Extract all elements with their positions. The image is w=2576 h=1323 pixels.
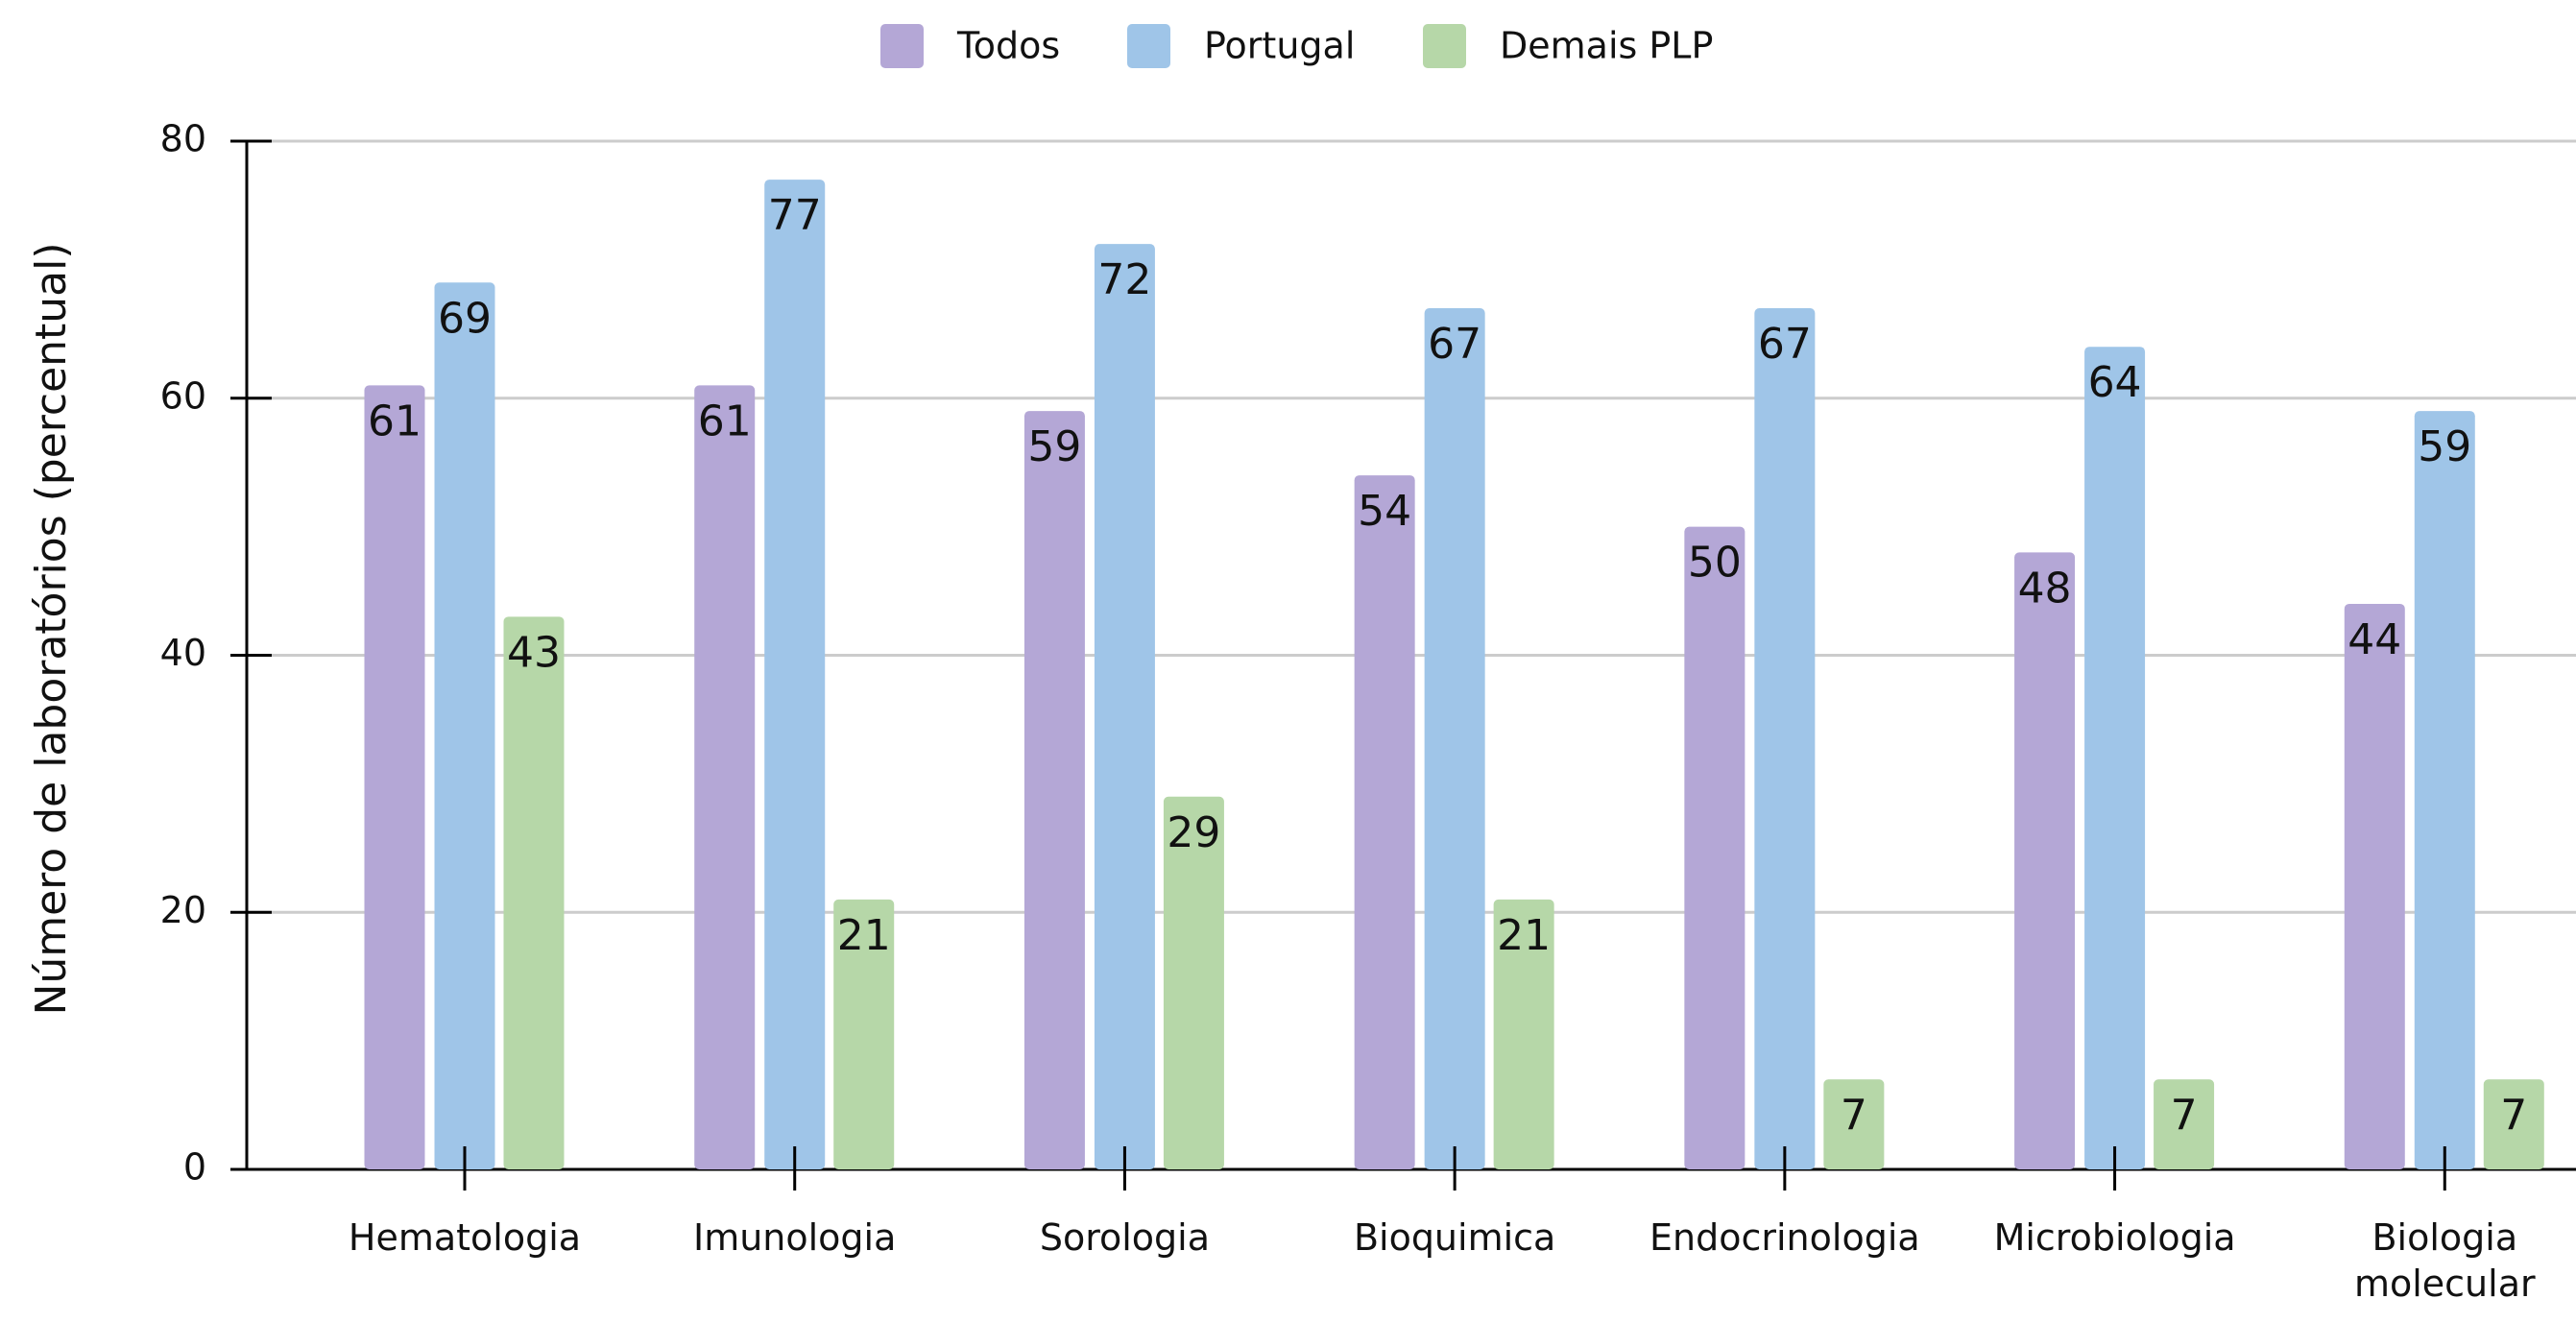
bar	[2483, 1079, 2544, 1169]
legend-swatch	[880, 24, 924, 68]
value-label: 61	[698, 397, 752, 445]
bar	[1754, 308, 1816, 1170]
value-label: 43	[507, 628, 561, 677]
legend-label: Portugal	[1204, 25, 1355, 67]
value-label: 29	[1167, 808, 1220, 857]
value-label: 7	[1841, 1091, 1867, 1140]
value-label: 54	[1358, 487, 1411, 536]
x-tick-label: Endocrinologia	[1649, 1216, 1920, 1259]
x-tick-label: Bioquimica	[1353, 1216, 1556, 1259]
value-label: 21	[1497, 911, 1551, 960]
bar	[1684, 526, 1745, 1169]
bar	[1424, 308, 1485, 1170]
legend-label: Todos	[956, 25, 1060, 67]
value-label: 77	[768, 191, 822, 240]
bar	[694, 385, 756, 1169]
legend-swatch	[1423, 24, 1466, 68]
bar	[1163, 796, 1224, 1169]
value-label: 67	[1428, 320, 1481, 369]
value-label: 67	[1758, 320, 1812, 369]
value-label: 69	[438, 294, 492, 343]
value-label: 21	[837, 911, 891, 960]
value-label: 59	[1027, 422, 1081, 471]
x-tick-label: Sorologia	[1039, 1216, 1211, 1259]
bar	[2014, 552, 2076, 1169]
y-tick-label: 0	[183, 1146, 206, 1189]
value-label: 50	[1688, 539, 1742, 588]
value-label: 48	[2018, 564, 2072, 613]
bar	[2154, 1079, 2215, 1169]
value-label: 61	[368, 397, 421, 445]
y-tick-label: 60	[160, 374, 206, 417]
x-tick-label: Imunologia	[692, 1216, 897, 1259]
bar	[1354, 475, 1415, 1169]
bar	[2084, 347, 2146, 1169]
bar	[764, 180, 826, 1170]
x-tick-label: Biologia molecular	[2353, 1216, 2536, 1305]
bar	[1094, 244, 1155, 1170]
bar	[1023, 411, 1085, 1169]
value-label: 7	[2171, 1091, 2198, 1140]
bar	[2414, 411, 2475, 1169]
bar	[434, 282, 495, 1169]
y-tick-label: 80	[160, 118, 206, 160]
bar	[1493, 899, 1554, 1169]
x-tick-label: Microbiologia	[1993, 1216, 2236, 1259]
bar	[1823, 1079, 1885, 1169]
bar	[364, 385, 425, 1169]
bar	[2344, 603, 2405, 1169]
bar	[503, 616, 565, 1169]
value-label: 7	[2500, 1091, 2527, 1140]
y-axis-title: Número de laboratórios (percentual)	[27, 242, 76, 1015]
legend-swatch	[1127, 24, 1170, 68]
y-tick-label: 40	[160, 632, 206, 674]
value-label: 72	[1097, 255, 1151, 304]
x-tick-label: Hematologia	[348, 1216, 582, 1259]
value-label: 44	[2347, 615, 2401, 664]
bar	[833, 899, 895, 1169]
value-label: 64	[2088, 358, 2142, 407]
legend-label: Demais PLP	[1500, 25, 1713, 67]
y-tick-label: 20	[160, 889, 206, 931]
value-label: 59	[2418, 422, 2471, 471]
